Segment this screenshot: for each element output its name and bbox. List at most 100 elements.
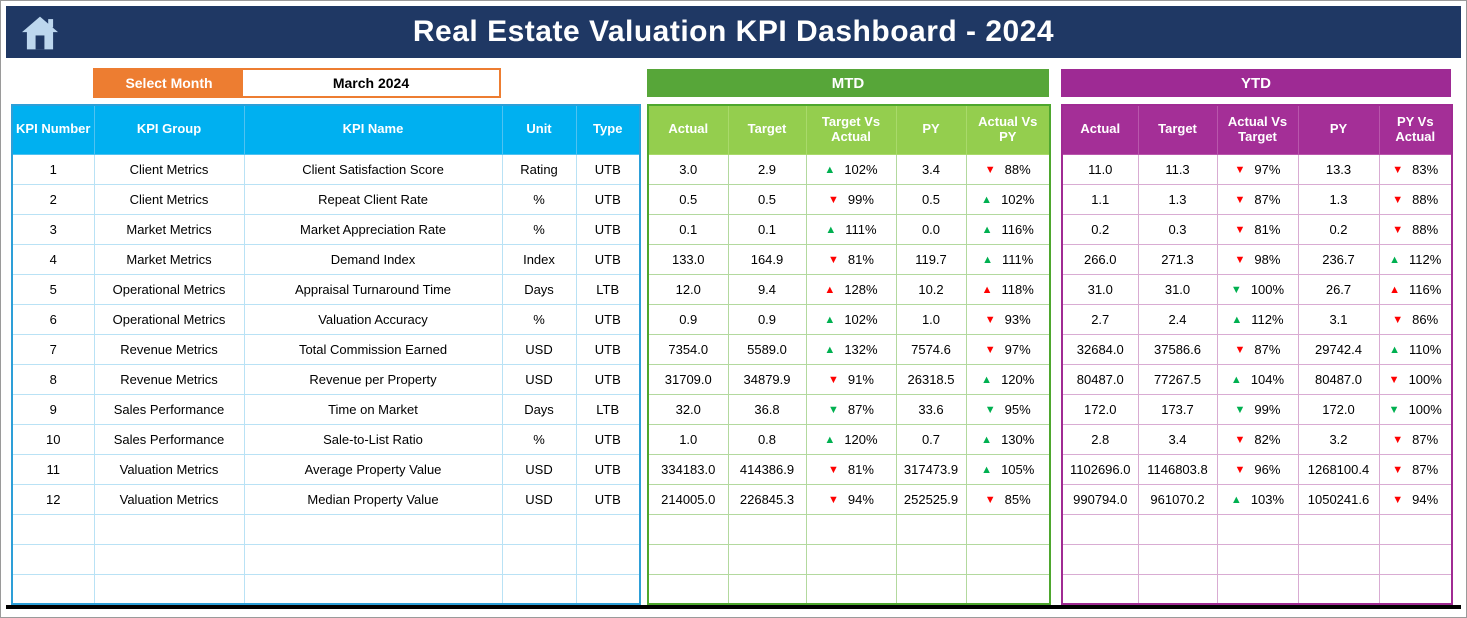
empty-cell bbox=[243, 543, 503, 575]
ytd-row: 80487.0 77267.5 ▲ 104% 80487.0 ▼ 100% bbox=[1061, 363, 1453, 395]
kpi-number: 11 bbox=[11, 453, 95, 485]
mtd-target-vs-actual: ▼ 94% bbox=[805, 483, 897, 515]
trend-percent: 130% bbox=[1001, 431, 1035, 447]
ytd-py: 1268100.4 bbox=[1297, 453, 1380, 485]
empty-cell bbox=[1297, 513, 1380, 545]
mtd-py: 33.6 bbox=[895, 393, 967, 425]
kpi-type: UTB bbox=[575, 483, 641, 515]
mtd-target-vs-actual: ▲ 128% bbox=[805, 273, 897, 305]
mtd-target: 0.1 bbox=[727, 213, 807, 245]
trend-percent: 99% bbox=[847, 191, 874, 207]
empty-cell bbox=[1137, 513, 1218, 545]
kpi-type: UTB bbox=[575, 453, 641, 485]
kpi-column-header: KPI Name bbox=[243, 104, 503, 155]
ytd-py-vs-actual: ▼ 87% bbox=[1378, 423, 1453, 455]
kpi-type: UTB bbox=[575, 243, 641, 275]
trend-percent: 83% bbox=[1412, 161, 1439, 177]
mtd-target-vs-actual: ▲ 111% bbox=[805, 213, 897, 245]
ytd-actual: 31.0 bbox=[1061, 273, 1139, 305]
ytd-actual-vs-target: ▼ 100% bbox=[1216, 273, 1299, 305]
kpi-type: UTB bbox=[575, 333, 641, 365]
kpi-number: 7 bbox=[11, 333, 95, 365]
ytd-actual: 1102696.0 bbox=[1061, 453, 1139, 485]
empty-cell bbox=[243, 513, 503, 545]
empty-row bbox=[647, 573, 1051, 605]
empty-row bbox=[647, 543, 1051, 575]
mtd-actual: 214005.0 bbox=[647, 483, 729, 515]
ytd-py-vs-actual: ▼ 100% bbox=[1378, 393, 1453, 425]
kpi-unit: Rating bbox=[501, 153, 577, 185]
mtd-py: 1.0 bbox=[895, 303, 967, 335]
trend-percent: 97% bbox=[1254, 161, 1281, 177]
kpi-group: Sales Performance bbox=[93, 423, 245, 455]
red-down-arrow-icon: ▼ bbox=[828, 373, 839, 386]
ytd-target: 271.3 bbox=[1137, 243, 1218, 275]
empty-cell bbox=[1216, 543, 1299, 575]
mtd-row: 3.0 2.9 ▲ 102% 3.4 ▼ 88% bbox=[647, 153, 1051, 185]
green-up-arrow-icon: ▲ bbox=[1389, 253, 1401, 266]
green-up-arrow-icon: ▲ bbox=[981, 223, 993, 236]
ytd-py: 13.3 bbox=[1297, 153, 1380, 185]
kpi-number: 8 bbox=[11, 363, 95, 395]
kpi-table-header-row: KPI Number KPI Group KPI Name Unit Type bbox=[11, 104, 641, 155]
empty-cell bbox=[895, 513, 967, 545]
kpi-row: 1 Client Metrics Client Satisfaction Score… bbox=[11, 153, 641, 185]
kpi-group: Operational Metrics bbox=[93, 273, 245, 305]
home-button[interactable] bbox=[18, 14, 62, 52]
empty-cell bbox=[1061, 573, 1139, 605]
empty-row bbox=[1061, 543, 1453, 575]
trend-percent: 104% bbox=[1250, 371, 1285, 387]
month-value-dropdown[interactable]: March 2024 bbox=[243, 70, 499, 96]
mtd-row: 12.0 9.4 ▲ 128% 10.2 ▲ 118% bbox=[647, 273, 1051, 305]
red-down-arrow-icon: ▼ bbox=[1234, 343, 1246, 356]
trend-percent: 88% bbox=[1004, 161, 1031, 177]
trend-percent: 100% bbox=[1408, 401, 1442, 417]
empty-cell bbox=[1378, 513, 1453, 545]
mtd-actual: 334183.0 bbox=[647, 453, 729, 485]
kpi-column-header: KPI Number bbox=[11, 104, 95, 155]
green-up-arrow-icon: ▲ bbox=[1389, 343, 1401, 356]
ytd-row: 172.0 173.7 ▼ 99% 172.0 ▼ 100% bbox=[1061, 393, 1453, 425]
kpi-type: UTB bbox=[575, 303, 641, 335]
kpi-name: Total Commission Earned bbox=[243, 333, 503, 365]
ytd-actual-vs-target: ▲ 104% bbox=[1216, 363, 1299, 395]
trend-percent: 87% bbox=[1412, 461, 1439, 477]
green-up-arrow-icon: ▲ bbox=[824, 433, 836, 446]
trend-percent: 81% bbox=[847, 251, 874, 267]
green-down-arrow-icon: ▼ bbox=[1230, 283, 1242, 296]
green-down-arrow-icon: ▼ bbox=[984, 403, 996, 416]
green-up-arrow-icon: ▲ bbox=[981, 433, 993, 446]
mtd-target: 36.8 bbox=[727, 393, 807, 425]
trend-percent: 118% bbox=[1001, 281, 1034, 297]
kpi-number: 12 bbox=[11, 483, 95, 515]
kpi-name: Average Property Value bbox=[243, 453, 503, 485]
mtd-row: 7354.0 5589.0 ▲ 132% 7574.6 ▼ 97% bbox=[647, 333, 1051, 365]
kpi-name: Client Satisfaction Score bbox=[243, 153, 503, 185]
kpi-number: 3 bbox=[11, 213, 95, 245]
kpi-row: 10 Sales Performance Sale-to-List Ratio% UT… bbox=[11, 423, 641, 455]
mtd-actual: 7354.0 bbox=[647, 333, 729, 365]
kpi-group: Client Metrics bbox=[93, 153, 245, 185]
ytd-row: 990794.0 961070.2 ▲ 103% 1050241.6 ▼ 94% bbox=[1061, 483, 1453, 515]
mtd-column-header: Actual bbox=[647, 104, 729, 155]
trend-percent: 112% bbox=[1409, 251, 1442, 267]
mtd-target: 226845.3 bbox=[727, 483, 807, 515]
empty-cell bbox=[965, 543, 1051, 575]
empty-cell bbox=[965, 573, 1051, 605]
mtd-actual-vs-py: ▼ 93% bbox=[965, 303, 1051, 335]
mtd-target-vs-actual: ▲ 132% bbox=[805, 333, 897, 365]
ytd-py-vs-actual: ▼ 88% bbox=[1378, 213, 1453, 245]
kpi-number: 5 bbox=[11, 273, 95, 305]
ytd-row: 11.0 11.3 ▼ 97% 13.3 ▼ 83% bbox=[1061, 153, 1453, 185]
kpi-unit: % bbox=[501, 303, 577, 335]
trend-percent: 95% bbox=[1004, 401, 1031, 417]
empty-row bbox=[1061, 513, 1453, 545]
kpi-name: Sale-to-List Ratio bbox=[243, 423, 503, 455]
empty-cell bbox=[1297, 573, 1380, 605]
trend-percent: 102% bbox=[844, 161, 878, 177]
mtd-py: 26318.5 bbox=[895, 363, 967, 395]
mtd-section-header: MTD bbox=[647, 69, 1049, 97]
ytd-row: 1102696.0 1146803.8 ▼ 96% 1268100.4 ▼ 87% bbox=[1061, 453, 1453, 485]
empty-row bbox=[11, 513, 641, 545]
mtd-py: 0.5 bbox=[895, 183, 967, 215]
